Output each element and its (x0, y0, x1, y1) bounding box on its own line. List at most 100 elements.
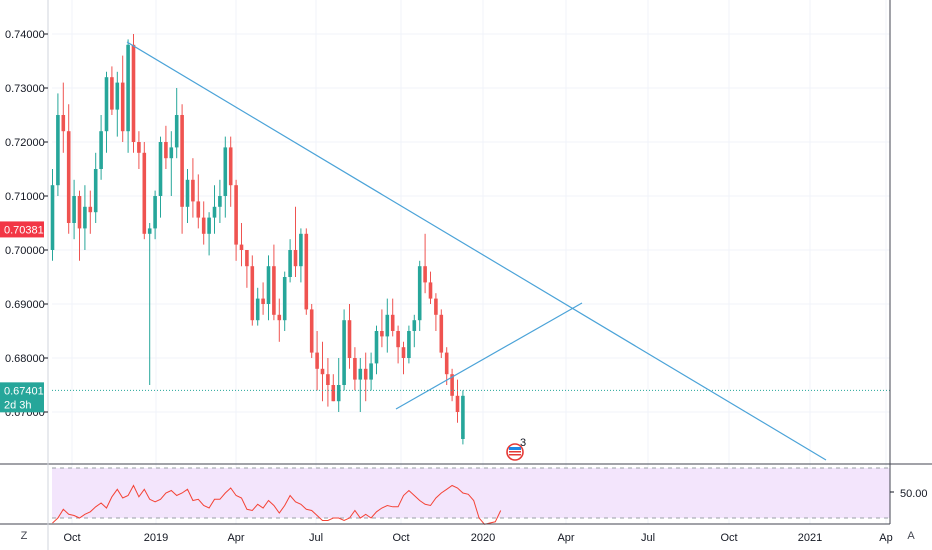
price-axis-ticks[interactable]: 0.74000 0.73000 0.72000 0.71000 0.70000 0.690… (5, 29, 48, 419)
candle-body (164, 142, 168, 159)
candle-body (347, 320, 352, 358)
time-tick-label: Jul (641, 532, 655, 544)
timezone-button[interactable]: Z (20, 530, 28, 542)
candle-body (336, 385, 341, 402)
price-tick-label: 0.72000 (5, 137, 45, 149)
candle-body (191, 179, 195, 202)
price-marker-green-label: 0.67401 (4, 385, 44, 397)
price-tick-label: 0.71000 (5, 191, 45, 203)
candle-body (131, 44, 136, 142)
rsi-series (52, 484, 502, 525)
candle-body (315, 352, 319, 369)
candle-body (115, 82, 120, 110)
candle-body (142, 152, 147, 234)
price-tick-label: 0.68000 (5, 353, 45, 365)
candle-body (272, 266, 276, 315)
time-tick-label: Oct (63, 532, 80, 544)
candle-body (396, 331, 400, 348)
auto-scale-button[interactable]: A (907, 530, 915, 542)
candle-body (358, 368, 363, 380)
bar-countdown-label: 2d 3h (4, 399, 32, 411)
candle-body (461, 395, 465, 439)
candle-body (288, 250, 292, 277)
candle-body (120, 82, 125, 132)
candle-body (126, 44, 130, 132)
candle-body (309, 309, 314, 353)
candle-body (255, 298, 260, 321)
candle-body (196, 201, 201, 218)
candle-body (158, 142, 163, 196)
time-tick-label: Oct (720, 532, 737, 544)
price-tick-label: 0.70000 (5, 245, 45, 257)
candle-body (353, 358, 357, 380)
candle-body (250, 266, 255, 321)
candle-body (385, 314, 390, 337)
candle-body (72, 196, 76, 223)
candle-body (266, 266, 271, 304)
flag-canton (509, 447, 521, 450)
price-markers: 0.70381 0.67401 2d 3h (0, 221, 44, 413)
time-tick-label: 2020 (471, 532, 495, 544)
candle-body (417, 266, 422, 321)
candle-body (434, 298, 438, 315)
time-axis-ticks[interactable]: Oct 2019 Apr Jul Oct 2020 Apr Jul Oct 2021 Ap (63, 532, 892, 544)
price-tick-label: 0.74000 (5, 29, 45, 41)
candle-body (261, 298, 265, 304)
rsi-axis-label: 50.00 (900, 488, 928, 500)
price-marker-red-label: 0.70381 (4, 224, 44, 236)
candle-body (320, 368, 325, 375)
candle-body (207, 217, 211, 234)
candle-body (423, 266, 427, 283)
candle-body (455, 395, 460, 412)
time-tick-label: Ap (879, 532, 892, 544)
event-badge[interactable]: 3 (506, 437, 526, 461)
flag-stripe (509, 451, 521, 453)
candle-body (56, 115, 60, 186)
candle-body (277, 314, 282, 321)
candle-body (50, 185, 55, 250)
candle-body (380, 331, 384, 337)
candle-body (282, 277, 287, 321)
grid-lines (52, 0, 890, 524)
candle-body (412, 320, 417, 331)
candle-body (439, 314, 444, 353)
event-badge-count: 3 (520, 437, 526, 449)
candle-body (104, 77, 109, 132)
candle-body (304, 233, 309, 310)
candle-body (450, 374, 454, 396)
candle-body (153, 196, 157, 229)
candle-body (110, 77, 114, 110)
candle-body (369, 363, 373, 380)
candle-body (180, 115, 184, 207)
candle-body (169, 147, 174, 159)
candles-group (50, 34, 465, 445)
candle-body (185, 179, 190, 207)
time-tick-label: Oct (392, 532, 409, 544)
candle-body (407, 331, 411, 358)
candle-body (401, 347, 406, 358)
time-tick-label: Apr (557, 532, 574, 544)
flag-stripe (509, 454, 521, 456)
rsi-line (52, 484, 502, 525)
candle-body (239, 244, 244, 250)
price-tick-label: 0.73000 (5, 83, 45, 95)
candle-body (93, 169, 98, 213)
candle-body (363, 368, 368, 380)
candle-body (245, 250, 249, 267)
candle-body (77, 196, 82, 229)
candle-body (61, 115, 66, 132)
candle-body (147, 228, 152, 234)
candle-body (66, 131, 71, 223)
ascending-trendline[interactable] (395, 302, 583, 410)
candle-body (331, 385, 336, 402)
candle-body (223, 147, 228, 196)
candle-body (299, 233, 303, 267)
rsi-band (52, 468, 890, 518)
candle-body (88, 206, 93, 213)
candle-body (342, 320, 346, 385)
time-tick-label: 2019 (144, 532, 168, 544)
candle-body (374, 331, 379, 364)
candle-body (326, 374, 330, 385)
